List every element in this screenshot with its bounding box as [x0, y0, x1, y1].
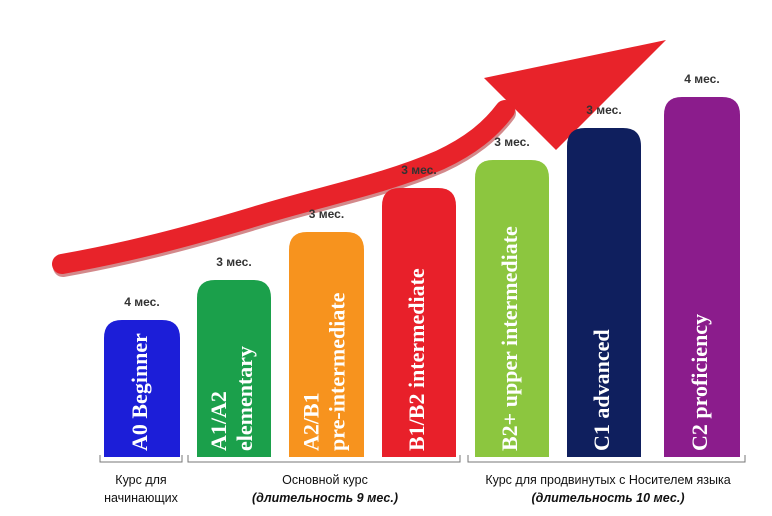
bracket: [187, 455, 461, 463]
brackets: [99, 455, 746, 463]
level-label: pre-intermediate: [325, 292, 350, 451]
level-label: C1 advanced: [589, 329, 614, 451]
levels: 4 мес. A0 Beginner 3 мес. A1/A2 elementary 3 …: [104, 72, 740, 457]
level-label: B2+ upper intermediate: [497, 226, 522, 451]
level-bar: [475, 160, 549, 457]
bracket: [467, 455, 746, 463]
level-duration: 3 мес.: [309, 207, 344, 221]
level-bar: [664, 97, 740, 457]
level-duration: 3 мес.: [586, 103, 621, 117]
bracket: [99, 455, 183, 463]
group-label: (длительность 9 мес.): [252, 491, 398, 505]
level-duration: 3 мес.: [216, 255, 251, 269]
level-bar: [289, 232, 364, 457]
level-label: elementary: [232, 346, 257, 451]
level-duration: 3 мес.: [401, 163, 436, 177]
group-label: начинающих: [104, 491, 179, 505]
group-label: Курс для: [115, 473, 166, 487]
arrow-shaft: [52, 100, 515, 274]
level-label: A2/B1: [299, 392, 324, 451]
group-label: Курс для продвинутых с Носителем языка: [485, 473, 730, 487]
group-label: Основной курс: [282, 473, 368, 487]
group-label: (длительность 10 мес.): [531, 491, 684, 505]
level-label: C2 proficiency: [687, 314, 712, 451]
level-bar: [104, 320, 180, 457]
level-label: A1/A2: [206, 391, 231, 451]
level-duration: 3 мес.: [494, 135, 529, 149]
level-label: B1/B2 intermediate: [404, 268, 429, 451]
growth-arrow: [52, 40, 666, 277]
level-bar: [567, 128, 641, 457]
arrow-head: [484, 40, 666, 150]
level-bar: [382, 188, 456, 457]
level-duration: 4 мес.: [684, 72, 719, 86]
level-duration: 4 мес.: [124, 295, 159, 309]
groups: Курс для начинающих Основной курс (длительн…: [104, 473, 731, 505]
level-label: A0 Beginner: [127, 333, 152, 451]
level-bar: [197, 280, 271, 457]
